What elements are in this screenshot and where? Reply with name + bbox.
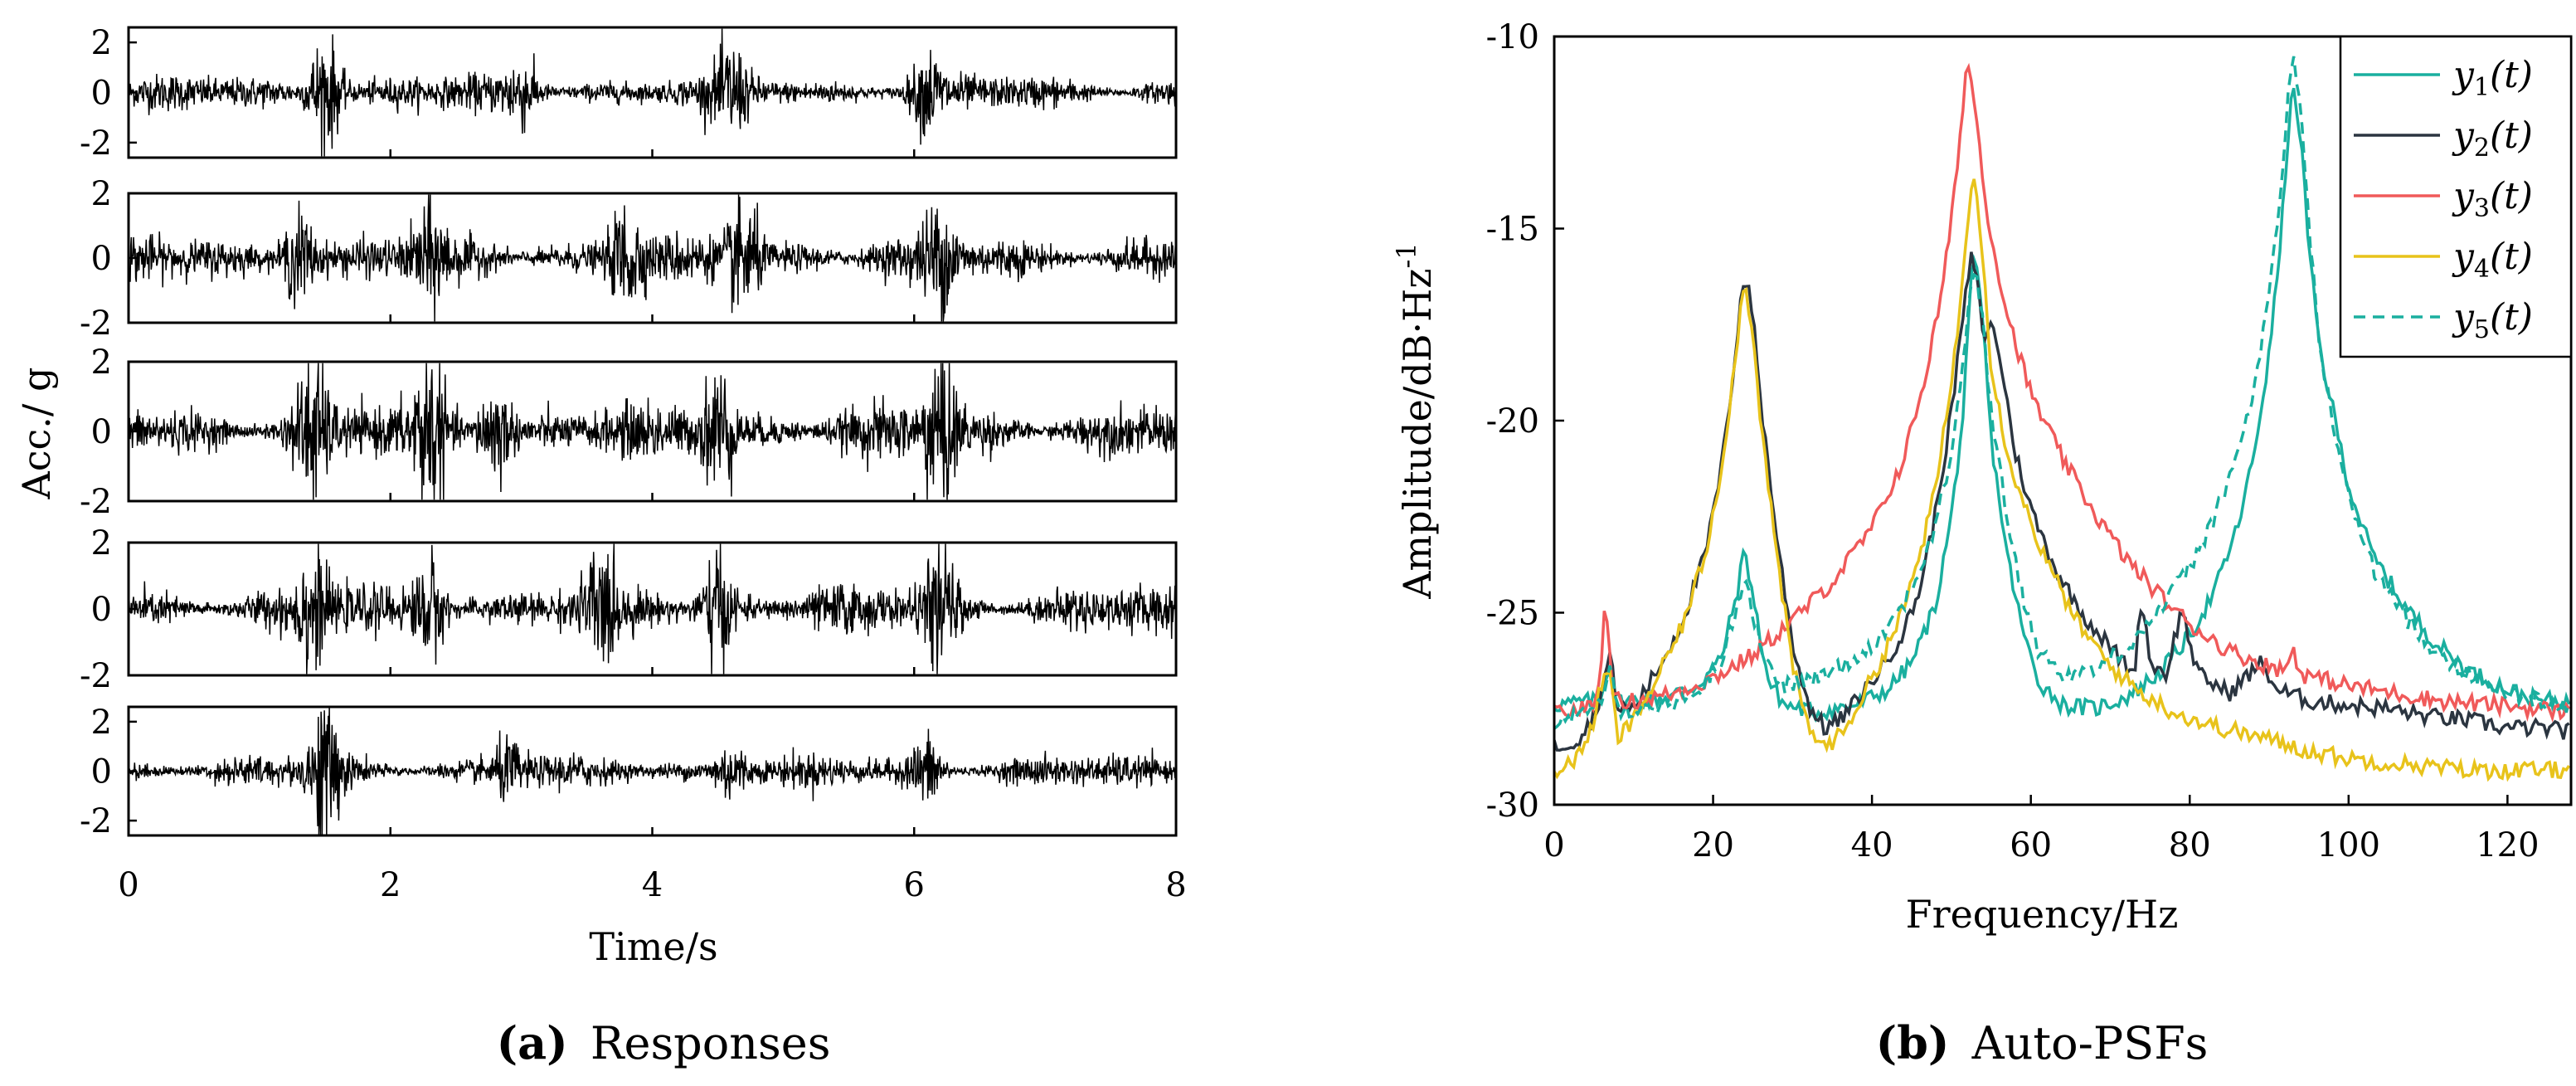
legend-label-y5(t): y5(t) bbox=[2452, 296, 2533, 344]
psd-xtick-label: 20 bbox=[1692, 826, 1734, 864]
legend-label-tail: (t) bbox=[2490, 236, 2533, 278]
legend-label-tail: (t) bbox=[2490, 114, 2533, 157]
psd-line-y3(t) bbox=[1554, 62, 2571, 723]
psd-ytick-label: -20 bbox=[1486, 402, 1539, 441]
legend-label-y1(t): y1(t) bbox=[2452, 54, 2533, 102]
psd-lines bbox=[1554, 56, 2571, 782]
legend-label-base: y bbox=[2452, 114, 2475, 157]
legend-label-sub: 5 bbox=[2474, 315, 2490, 344]
panel-a-caption-text: Responses bbox=[591, 1017, 831, 1069]
panel-a-xtick-label: 4 bbox=[642, 866, 663, 904]
legend-label-tail: (t) bbox=[2490, 175, 2533, 217]
panel-b-ylabel-sup: -1 bbox=[1391, 242, 1422, 268]
psd-plot-frame bbox=[1553, 35, 2573, 806]
response-ytick-label: -2 bbox=[80, 802, 112, 840]
psd-line-y5(t) bbox=[1554, 56, 2571, 730]
response-ytick-label: -2 bbox=[80, 124, 112, 163]
response-signal-4 bbox=[128, 543, 1177, 674]
response-strip-5: 2 0 -2 bbox=[80, 704, 1178, 840]
psd-ytick-label: -25 bbox=[1486, 595, 1539, 633]
psd-axes: 0 20 40 60 80 100 120 -10 -15 -20 -25 -30 bbox=[1486, 18, 2540, 864]
response-ytick-label: 0 bbox=[91, 753, 112, 791]
legend-label-tail: (t) bbox=[2490, 54, 2533, 96]
psd-xtick-label: 0 bbox=[1543, 826, 1564, 864]
psd-xtick-label: 100 bbox=[2317, 826, 2380, 864]
psd-ytick-label: -15 bbox=[1486, 211, 1539, 249]
panel-b-caption: (b) Auto-PSFs bbox=[1876, 1016, 2209, 1069]
response-ytick-label: 0 bbox=[91, 591, 112, 629]
psd-ytick-label: -10 bbox=[1486, 18, 1539, 56]
response-signal-1 bbox=[128, 28, 1177, 157]
response-signal-3 bbox=[128, 363, 1177, 500]
legend-label-sub: 3 bbox=[2474, 194, 2490, 223]
response-ytick-label: 2 bbox=[91, 524, 112, 562]
response-ytick-label: 0 bbox=[91, 413, 112, 451]
response-ytick-label: 0 bbox=[91, 240, 112, 278]
panel-b-ylabel-main: Amplitude/dB·Hz bbox=[1395, 268, 1440, 599]
legend-label-base: y bbox=[2452, 54, 2475, 96]
legend-label-y2(t): y2(t) bbox=[2452, 114, 2533, 163]
psd-xtick-label: 80 bbox=[2169, 826, 2211, 864]
legend-label-base: y bbox=[2452, 296, 2475, 338]
response-strip-3: 2 0 -2 bbox=[80, 343, 1178, 521]
response-strip-2: 2 0 -2 bbox=[80, 175, 1178, 343]
legend-label-y4(t): y4(t) bbox=[2452, 236, 2533, 284]
panel-a-xtick-label: 8 bbox=[1165, 866, 1186, 904]
panel-b-caption-letter: (b) bbox=[1876, 1016, 1950, 1069]
legend-label-base: y bbox=[2452, 175, 2475, 217]
legend-label-sub: 1 bbox=[2474, 73, 2490, 102]
panel-a-caption: (a) Responses bbox=[497, 1016, 831, 1069]
psd-xtick-label: 60 bbox=[2010, 826, 2052, 864]
panel-a-xtick-label: 6 bbox=[904, 866, 925, 904]
response-ytick-label: 0 bbox=[91, 75, 112, 113]
psd-line-y2(t) bbox=[1554, 251, 2570, 752]
response-signal-5 bbox=[128, 708, 1177, 835]
response-strips: 20-220-220-220-220-2 bbox=[80, 24, 1178, 840]
response-ytick-label: 2 bbox=[91, 704, 112, 742]
psd-ytick-label: -30 bbox=[1486, 786, 1539, 825]
panel-a-caption-letter: (a) bbox=[497, 1016, 568, 1069]
psd-line-y4(t) bbox=[1554, 178, 2571, 782]
response-strip-1: 2 0 -2 bbox=[80, 24, 1178, 163]
response-ytick-label: 2 bbox=[91, 175, 112, 213]
panel-a-xtick-label: 0 bbox=[118, 866, 139, 904]
legend-label-base: y bbox=[2452, 236, 2475, 278]
panel-b-ylabel: Amplitude/dB·Hz-1 bbox=[1391, 242, 1440, 599]
panel-a-x-ticks: 0 2 4 6 8 bbox=[118, 866, 1186, 904]
response-ytick-label: -2 bbox=[80, 483, 112, 521]
psd-xtick-label: 120 bbox=[2476, 826, 2539, 864]
panel-a-xtick-label: 2 bbox=[380, 866, 401, 904]
response-ytick-label: -2 bbox=[80, 304, 112, 343]
response-ytick-label: -2 bbox=[80, 657, 112, 695]
response-ytick-label: 2 bbox=[91, 24, 112, 62]
panel-b-xlabel: Frequency/Hz bbox=[1906, 892, 2179, 937]
legend-label-tail: (t) bbox=[2490, 296, 2533, 338]
panel-a-xlabel: Time/s bbox=[589, 924, 717, 969]
response-strip-4: 2 0 -2 bbox=[80, 524, 1178, 695]
panel-a-ylabel: Acc./ g bbox=[14, 368, 59, 500]
panel-b-caption-text: Auto-PSFs bbox=[1971, 1017, 2209, 1069]
legend-label-sub: 2 bbox=[2474, 134, 2490, 163]
legend-label-y3(t): y3(t) bbox=[2452, 175, 2533, 223]
psd-xtick-label: 40 bbox=[1851, 826, 1893, 864]
panel-b-auto-psfs: 0 20 40 60 80 100 120-10-15-20-25-30 Frequency… bbox=[1391, 18, 2573, 1069]
response-ytick-label: 2 bbox=[91, 343, 112, 382]
legend-label-sub: 4 bbox=[2474, 255, 2490, 284]
legend: y1(t)y2(t)y3(t)y4(t)y5(t) bbox=[2339, 35, 2573, 358]
response-signal-2 bbox=[128, 194, 1177, 322]
